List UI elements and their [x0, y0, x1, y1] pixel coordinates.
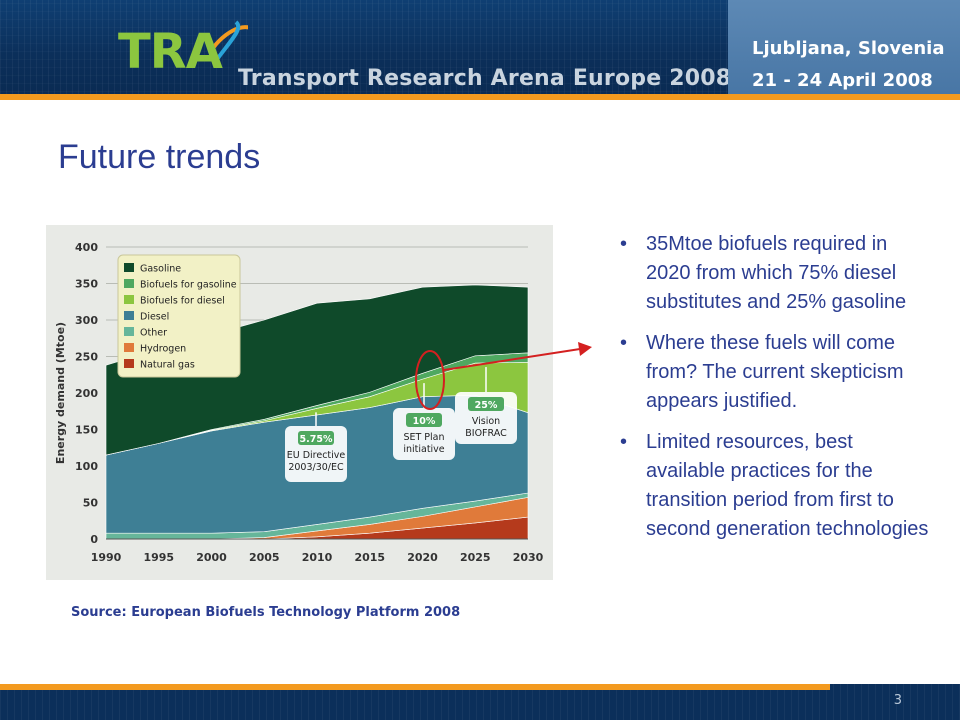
legend-label: Gasoline — [140, 264, 181, 275]
x-tick-label: 2010 — [302, 551, 333, 564]
footer-pattern — [0, 684, 960, 720]
energy-demand-chart: 0 50 100 150 200 250 300 350 400 1990 1995 2000 2005… — [46, 225, 553, 580]
y-tick-label: 300 — [75, 314, 98, 327]
x-tick-label: 2005 — [249, 551, 280, 564]
legend-label: Hydrogen — [140, 344, 186, 355]
bullet-marker: • — [620, 233, 628, 255]
x-tick-label: 1990 — [91, 551, 122, 564]
y-tick-label: 0 — [90, 533, 98, 546]
x-tick-label: 2015 — [354, 551, 385, 564]
bullet-text: Where these fuels will come from? The cu… — [646, 332, 904, 412]
x-tick-label: 2000 — [196, 551, 227, 564]
venue-dates: 21 - 24 April 2008 — [752, 70, 933, 91]
annotation-pct-badge — [298, 431, 334, 445]
x-tick-label: 2020 — [407, 551, 438, 564]
footer-bar — [0, 684, 960, 720]
legend-label: Biofuels for gasoline — [140, 280, 237, 291]
legend-swatch — [124, 263, 134, 272]
y-tick-label: 100 — [75, 460, 98, 473]
annotation-line2: BIOFRAC — [465, 428, 507, 439]
legend-swatch — [124, 295, 134, 304]
legend-label: Diesel — [140, 312, 169, 323]
venue-panel: Ljubljana, Slovenia 21 - 24 April 2008 — [728, 0, 960, 94]
annotation-pct-badge — [406, 413, 442, 427]
y-tick-label: 400 — [75, 241, 98, 254]
legend-swatch — [124, 359, 134, 368]
y-tick-label: 50 — [83, 497, 99, 510]
x-tick-label: 2025 — [460, 551, 491, 564]
bullet-item-3: • Limited resources, best available pract… — [620, 428, 930, 544]
logo-text: TRA — [118, 24, 223, 80]
header-accent-strip — [0, 94, 960, 100]
legend-label: Natural gas — [140, 360, 195, 371]
bullet-item-1: • 35Mtoe biofuels required in 2020 from w… — [620, 230, 930, 317]
bullet-text: Limited resources, best available practi… — [646, 431, 929, 540]
annotation-line2: initiative — [403, 444, 444, 455]
annotation-line1: EU Directive — [287, 450, 346, 461]
legend-swatch — [124, 327, 134, 336]
bullet-list: • 35Mtoe biofuels required in 2020 from w… — [620, 230, 930, 556]
slide-title: Future trends — [58, 138, 261, 176]
bullet-marker: • — [620, 332, 628, 354]
y-tick-label: 200 — [75, 387, 98, 400]
page-number: 3 — [893, 693, 902, 708]
legend-label: Biofuels for diesel — [140, 296, 225, 307]
bullet-marker: • — [620, 431, 628, 453]
legend-box — [117, 254, 241, 378]
legend-swatch — [124, 311, 134, 320]
y-axis-label: Energy demand (Mtoe) — [54, 322, 67, 464]
annotation-pct: 25% — [475, 400, 498, 411]
y-tick-label: 350 — [75, 278, 98, 291]
x-tick-label: 2030 — [513, 551, 544, 564]
legend-label: Other — [140, 328, 167, 339]
annotation-pct-badge — [468, 397, 504, 411]
y-tick-label: 250 — [75, 351, 98, 364]
footer-accent-strip — [0, 684, 830, 690]
chart-source: Source: European Biofuels Technology Pla… — [71, 605, 461, 620]
annotation-line1: SET Plan — [403, 432, 444, 443]
event-title: Transport Research Arena Europe 2008 — [238, 66, 732, 91]
y-tick-label: 150 — [75, 424, 98, 437]
venue-city: Ljubljana, Slovenia — [752, 38, 945, 59]
annotation-pct: 10% — [413, 416, 436, 427]
legend-swatch — [124, 279, 134, 288]
tra-logo-swoosh-icon — [211, 20, 248, 60]
header-banner: TRA Transport Research Arena Europe 2008… — [0, 0, 960, 100]
chart-svg: 0 50 100 150 200 250 300 350 400 1990 1995 2000 2005… — [54, 241, 544, 564]
x-tick-label: 1995 — [143, 551, 174, 564]
bullet-text: 35Mtoe biofuels required in 2020 from wh… — [646, 233, 907, 313]
bullet-item-2: • Where these fuels will come from? The c… — [620, 329, 930, 416]
legend-swatch — [124, 343, 134, 352]
pointer-arrowhead-icon — [578, 342, 592, 356]
annotation-line2: 2003/30/EC — [288, 462, 344, 473]
annotation-pct: 5.75% — [300, 434, 333, 445]
annotation-line1: Vision — [472, 416, 500, 427]
